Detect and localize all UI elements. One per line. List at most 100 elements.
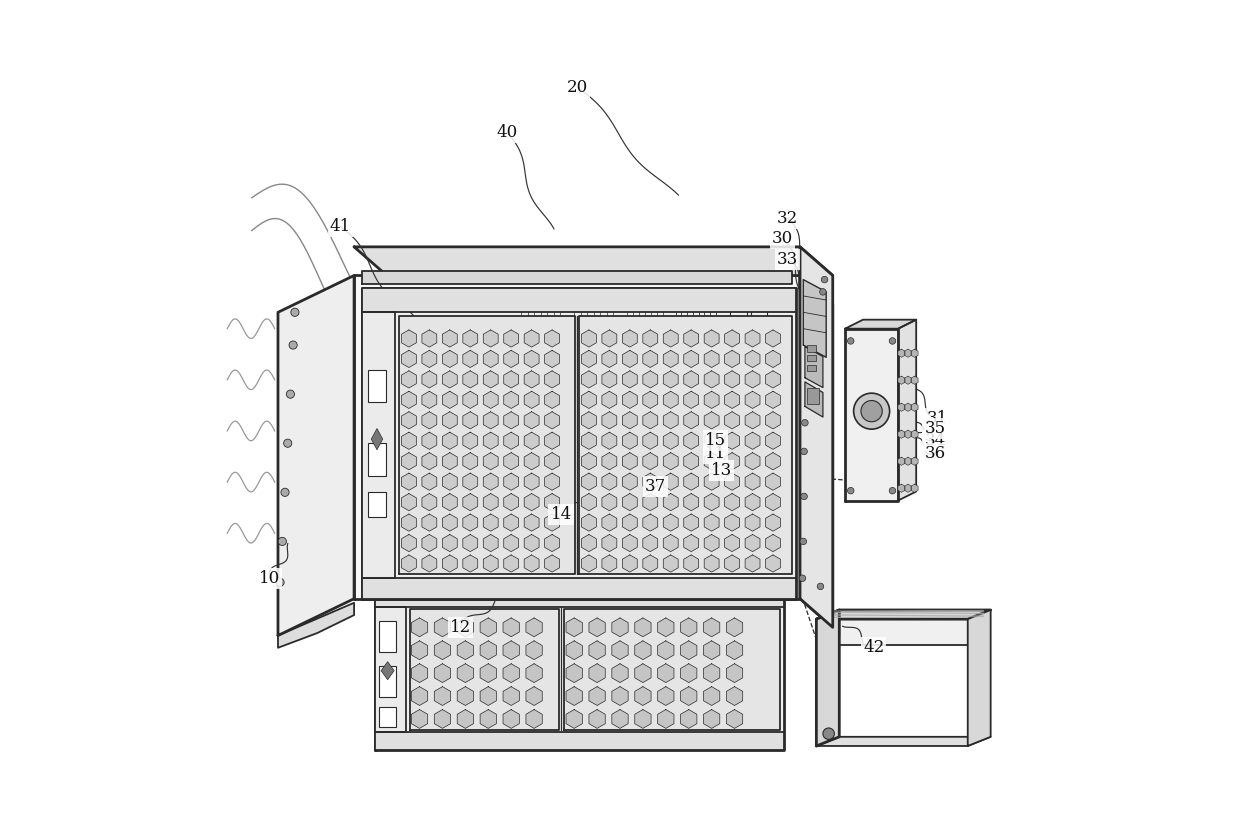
Polygon shape (601, 514, 616, 531)
Bar (368, 369, 386, 402)
Polygon shape (601, 392, 616, 409)
Polygon shape (703, 709, 719, 728)
Polygon shape (898, 376, 905, 384)
Polygon shape (443, 514, 458, 531)
Polygon shape (422, 392, 436, 409)
Circle shape (817, 583, 823, 589)
Polygon shape (503, 432, 518, 449)
Polygon shape (402, 330, 417, 347)
Polygon shape (904, 457, 911, 466)
Polygon shape (526, 663, 542, 682)
Polygon shape (484, 514, 498, 531)
Polygon shape (443, 432, 458, 449)
Polygon shape (526, 709, 542, 728)
Polygon shape (622, 411, 637, 429)
Polygon shape (544, 514, 559, 531)
Circle shape (821, 277, 828, 283)
Bar (806, 345, 816, 351)
Polygon shape (589, 686, 605, 705)
Polygon shape (642, 473, 657, 490)
Polygon shape (480, 709, 496, 728)
Polygon shape (422, 432, 436, 449)
Polygon shape (683, 411, 698, 429)
Polygon shape (681, 663, 697, 682)
Polygon shape (503, 351, 518, 368)
Polygon shape (412, 641, 428, 659)
Polygon shape (844, 328, 898, 501)
Text: 30: 30 (773, 230, 794, 247)
Polygon shape (743, 328, 787, 402)
Text: 33: 33 (777, 250, 799, 268)
Polygon shape (683, 330, 698, 347)
Text: 34: 34 (924, 433, 946, 449)
Circle shape (889, 337, 895, 344)
Polygon shape (704, 351, 719, 368)
Polygon shape (601, 555, 616, 572)
Circle shape (847, 488, 854, 494)
Polygon shape (374, 586, 784, 750)
Polygon shape (898, 484, 905, 493)
Polygon shape (565, 663, 583, 682)
Polygon shape (443, 452, 458, 470)
Polygon shape (704, 411, 719, 429)
Polygon shape (681, 618, 697, 637)
Polygon shape (611, 709, 629, 728)
Polygon shape (362, 288, 796, 599)
Polygon shape (765, 330, 780, 347)
Polygon shape (463, 452, 477, 470)
Polygon shape (601, 330, 616, 347)
Polygon shape (484, 555, 498, 572)
Polygon shape (745, 330, 760, 347)
Circle shape (800, 538, 806, 544)
Bar (368, 493, 386, 517)
Polygon shape (582, 555, 596, 572)
Polygon shape (745, 493, 760, 511)
Polygon shape (443, 555, 458, 572)
Polygon shape (727, 663, 743, 682)
Circle shape (640, 461, 653, 475)
Bar (368, 443, 386, 476)
Polygon shape (463, 392, 477, 409)
Polygon shape (582, 514, 596, 531)
Polygon shape (582, 411, 596, 429)
Polygon shape (704, 392, 719, 409)
Polygon shape (544, 351, 559, 368)
Polygon shape (724, 555, 739, 572)
Polygon shape (663, 432, 678, 449)
Polygon shape (663, 392, 678, 409)
Polygon shape (458, 618, 474, 637)
Polygon shape (503, 514, 518, 531)
Circle shape (889, 488, 895, 494)
Polygon shape (635, 663, 651, 682)
Polygon shape (422, 452, 436, 470)
Polygon shape (362, 272, 792, 284)
Polygon shape (443, 330, 458, 347)
Polygon shape (622, 493, 637, 511)
Polygon shape (657, 663, 675, 682)
Polygon shape (458, 663, 474, 682)
Polygon shape (582, 351, 596, 368)
Polygon shape (443, 392, 458, 409)
Text: 36: 36 (925, 445, 946, 462)
Polygon shape (663, 534, 678, 552)
Polygon shape (727, 618, 743, 637)
Polygon shape (622, 514, 637, 531)
Polygon shape (589, 618, 605, 637)
Text: 20: 20 (567, 79, 588, 96)
Bar (379, 621, 396, 652)
Polygon shape (525, 411, 539, 429)
Polygon shape (434, 641, 450, 659)
Polygon shape (544, 330, 559, 347)
Polygon shape (642, 330, 657, 347)
Polygon shape (544, 411, 559, 429)
Polygon shape (443, 493, 458, 511)
Polygon shape (642, 371, 657, 388)
Polygon shape (704, 371, 719, 388)
Polygon shape (745, 392, 760, 409)
Circle shape (801, 448, 807, 455)
Polygon shape (589, 663, 605, 682)
Polygon shape (635, 641, 651, 659)
Text: 31: 31 (926, 410, 949, 427)
Circle shape (801, 420, 808, 426)
Polygon shape (622, 432, 637, 449)
